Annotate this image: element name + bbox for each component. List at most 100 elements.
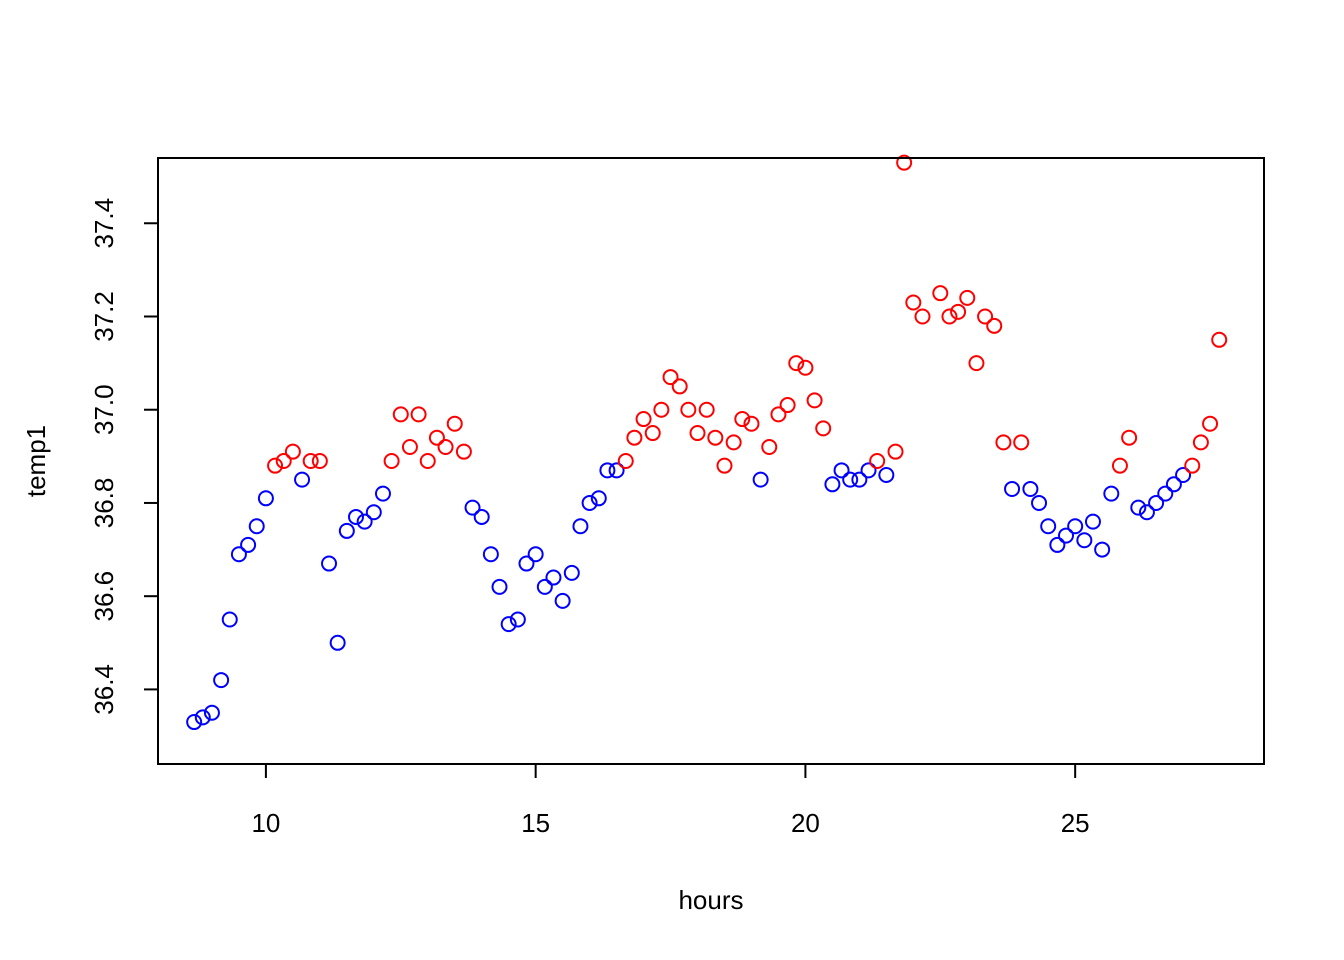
data-point — [240, 536, 257, 553]
data-point — [500, 616, 517, 633]
x-tick-label: 25 — [1061, 808, 1090, 838]
x-tick-label: 10 — [251, 808, 280, 838]
data-point — [1084, 513, 1101, 530]
data-point — [554, 592, 571, 609]
data-point — [689, 425, 706, 442]
data-point — [581, 494, 598, 511]
data-point — [518, 555, 535, 572]
data-point — [1121, 429, 1138, 446]
data-point — [321, 555, 338, 572]
data-point — [824, 476, 841, 493]
data-point — [761, 439, 778, 456]
data-point — [815, 420, 832, 437]
data-point — [338, 522, 355, 539]
data-point — [419, 453, 436, 469]
data-point — [869, 453, 886, 469]
data-point — [437, 439, 454, 456]
data-point — [653, 401, 670, 418]
data-point — [1130, 499, 1147, 516]
data-point — [644, 425, 661, 442]
data-point — [365, 504, 382, 521]
data-point — [698, 401, 715, 418]
data-point — [374, 485, 391, 502]
data-point — [383, 453, 400, 469]
data-point — [662, 369, 679, 386]
y-axis-ticks: 36.4 36.6 36.8 37.0 37.2 37.4 — [89, 198, 159, 715]
data-point — [968, 355, 985, 372]
data-point — [743, 415, 760, 432]
y-tick-label: 37.0 — [89, 384, 119, 435]
data-points — [186, 154, 1228, 731]
data-point — [464, 499, 481, 516]
data-point — [1148, 494, 1165, 511]
data-point — [617, 453, 634, 469]
data-point — [1067, 518, 1084, 535]
data-point — [194, 709, 211, 726]
data-point — [995, 434, 1012, 451]
data-point — [248, 518, 265, 535]
data-point — [1202, 415, 1219, 432]
data-point — [977, 308, 994, 325]
data-point — [1111, 457, 1128, 474]
data-point — [1022, 480, 1039, 497]
data-point — [878, 466, 895, 483]
data-point — [959, 289, 976, 306]
data-point — [1165, 476, 1182, 493]
data-point — [428, 429, 445, 446]
data-point — [1049, 536, 1066, 553]
data-point — [455, 443, 472, 460]
data-point — [590, 490, 607, 507]
data-point — [213, 672, 230, 689]
data-point — [401, 439, 418, 456]
data-point — [1094, 541, 1111, 558]
data-point — [608, 462, 625, 479]
x-tick-label: 20 — [791, 808, 820, 838]
data-point — [788, 355, 805, 372]
plot-frame — [157, 157, 1265, 765]
data-point — [806, 392, 823, 409]
data-point — [896, 154, 913, 171]
data-point — [833, 462, 850, 479]
data-point — [348, 508, 365, 525]
data-point — [950, 303, 967, 320]
data-point — [302, 453, 319, 469]
data-point — [752, 471, 769, 488]
data-point — [275, 453, 292, 469]
data-point — [671, 378, 688, 395]
data-point — [267, 457, 284, 474]
data-point — [905, 294, 922, 311]
data-point — [932, 285, 949, 302]
data-point — [626, 429, 643, 446]
data-point — [572, 518, 589, 535]
x-axis-ticks: 10 15 20 25 — [251, 763, 1090, 838]
y-tick-label: 36.4 — [89, 664, 119, 715]
data-point — [1004, 480, 1021, 497]
data-point — [410, 406, 427, 423]
data-point — [563, 564, 580, 581]
data-point — [779, 397, 796, 414]
y-tick-label: 36.8 — [89, 478, 119, 529]
data-point — [356, 513, 373, 530]
data-point — [635, 411, 652, 428]
data-point — [257, 490, 274, 507]
data-point — [887, 443, 904, 460]
data-point — [680, 401, 697, 418]
data-point — [986, 317, 1003, 334]
data-point — [1076, 532, 1093, 549]
data-point — [1013, 434, 1030, 451]
data-point — [842, 471, 859, 488]
data-point — [186, 714, 203, 731]
y-tick-label: 37.4 — [89, 198, 119, 249]
data-point — [707, 429, 724, 446]
data-point — [797, 359, 814, 376]
data-point — [527, 546, 544, 563]
data-point — [203, 704, 220, 721]
x-tick-label: 15 — [521, 808, 550, 838]
data-point — [392, 406, 409, 423]
y-tick-label: 37.2 — [89, 291, 119, 342]
data-point — [294, 471, 311, 488]
data-point — [482, 546, 499, 563]
series-red — [267, 154, 1228, 474]
data-point — [1040, 518, 1057, 535]
